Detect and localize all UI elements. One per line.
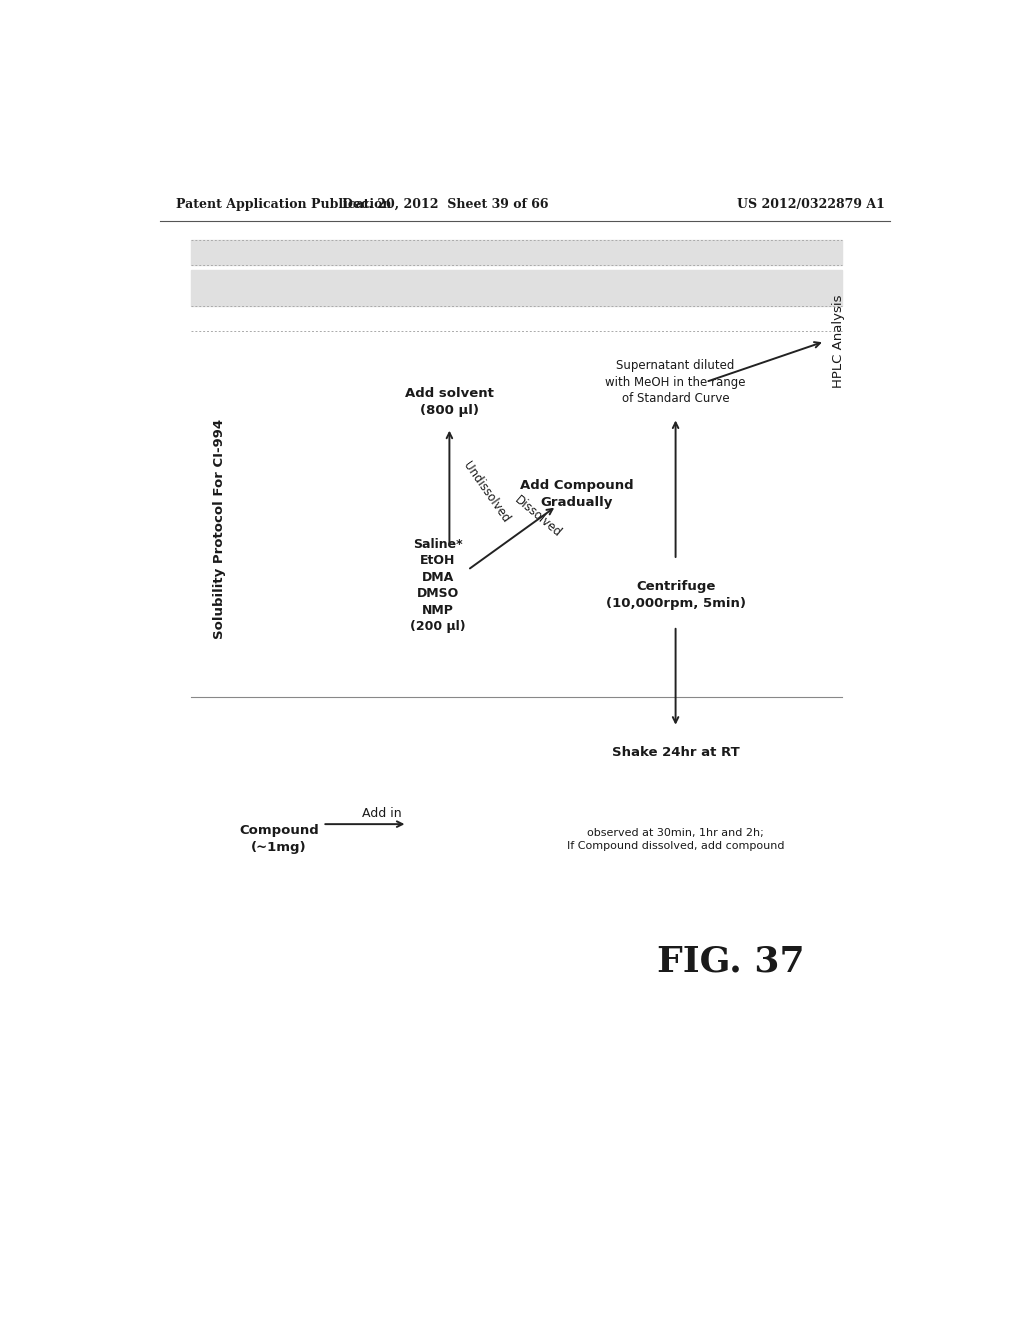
Text: Dec. 20, 2012  Sheet 39 of 66: Dec. 20, 2012 Sheet 39 of 66 (342, 198, 549, 211)
Text: Saline*
EtOH
DMA
DMSO
NMP
(200 μl): Saline* EtOH DMA DMSO NMP (200 μl) (410, 537, 465, 634)
Text: Centrifuge
(10,000rpm, 5min): Centrifuge (10,000rpm, 5min) (605, 581, 745, 610)
Text: Dissolved: Dissolved (512, 492, 564, 540)
Text: Supernatant diluted
with MeOH in the range
of Standard Curve: Supernatant diluted with MeOH in the ran… (605, 359, 745, 405)
Text: Solubility Protocol For CI-994: Solubility Protocol For CI-994 (213, 420, 225, 639)
Text: Undissolved: Undissolved (461, 459, 512, 525)
Text: Shake 24hr at RT: Shake 24hr at RT (611, 747, 739, 759)
Text: observed at 30min, 1hr and 2h;
If Compound dissolved, add compound: observed at 30min, 1hr and 2h; If Compou… (567, 828, 784, 850)
Bar (191, 271, 842, 306)
Text: Add solvent
(800 μl): Add solvent (800 μl) (404, 387, 494, 417)
Text: Add in: Add in (362, 808, 401, 821)
Text: US 2012/0322879 A1: US 2012/0322879 A1 (736, 198, 885, 211)
Bar (191, 240, 842, 265)
Text: Patent Application Publication: Patent Application Publication (176, 198, 391, 211)
Text: FIG. 37: FIG. 37 (657, 944, 805, 978)
Text: HPLC Analysis: HPLC Analysis (831, 294, 845, 388)
Text: Add Compound
Gradually: Add Compound Gradually (519, 479, 633, 508)
Text: Compound
(~1mg): Compound (~1mg) (239, 825, 318, 854)
